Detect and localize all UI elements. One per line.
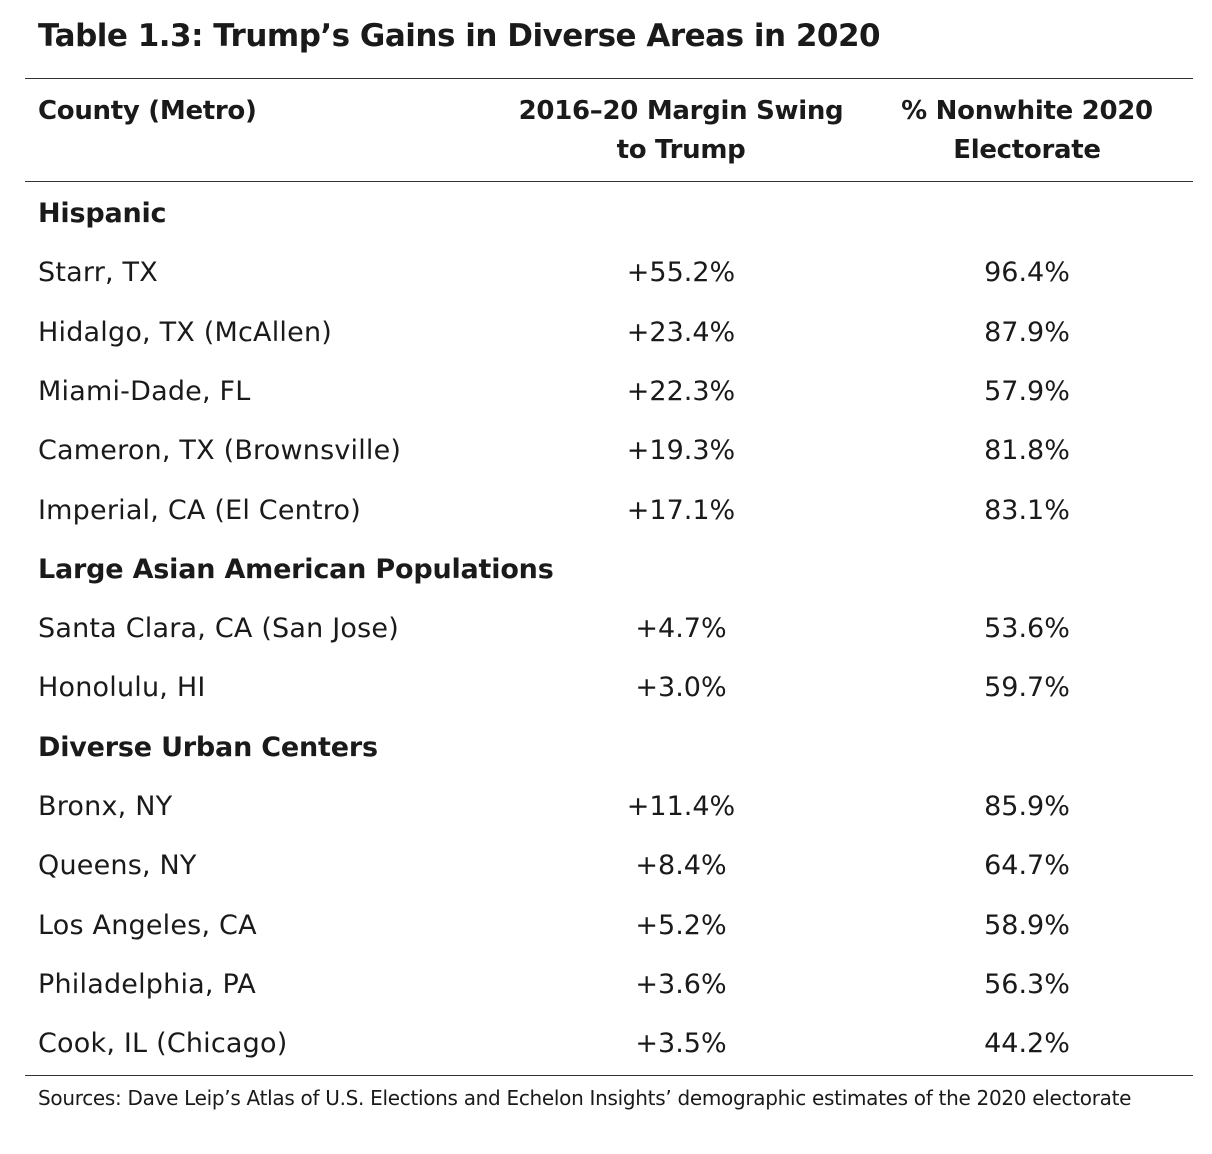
county-cell: Philadelphia, PA <box>38 968 256 1000</box>
source-note: Sources: Dave Leip’s Atlas of U.S. Elect… <box>38 1086 1132 1110</box>
table-row: Santa Clara, CA (San Jose) +4.7% 53.6% <box>0 599 1212 658</box>
nonwhite-cell: 57.9% <box>984 375 1070 407</box>
table-row: Starr, TX +55.2% 96.4% <box>0 243 1212 302</box>
swing-cell: +19.3% <box>626 435 736 467</box>
swing-cell: +17.1% <box>626 494 736 526</box>
bottom-rule <box>25 1075 1193 1076</box>
swing-cell: +3.0% <box>635 672 727 704</box>
table-title: Table 1.3: Trump’s Gains in Diverse Area… <box>38 18 881 54</box>
swing-cell: +8.4% <box>635 850 727 882</box>
table-row: Queens, NY +8.4% 64.7% <box>0 836 1212 895</box>
nonwhite-cell: 64.7% <box>984 850 1070 882</box>
nonwhite-cell: 81.8% <box>984 435 1070 467</box>
nonwhite-cell: 44.2% <box>984 1028 1070 1060</box>
county-cell: Hidalgo, TX (McAllen) <box>38 316 332 348</box>
table-row: Cameron, TX (Brownsville) +19.3% 81.8% <box>0 421 1212 480</box>
table-row: Honolulu, HI +3.0% 59.7% <box>0 658 1212 717</box>
table-row: Los Angeles, CA +5.2% 58.9% <box>0 896 1212 955</box>
swing-cell: +3.5% <box>635 1028 727 1060</box>
county-cell: Santa Clara, CA (San Jose) <box>38 613 399 645</box>
column-header-swing: 2016–20 Margin Swing to Trump <box>506 92 856 170</box>
column-header-county-label: County (Metro) <box>38 96 257 126</box>
column-header-swing-line1: 2016–20 Margin Swing <box>518 96 844 126</box>
nonwhite-cell: 53.6% <box>984 613 1070 645</box>
nonwhite-cell: 85.9% <box>984 791 1070 822</box>
county-cell: Queens, NY <box>38 850 197 882</box>
table-row: Cook, IL (Chicago) +3.5% 44.2% <box>0 1014 1212 1073</box>
county-cell: Bronx, NY <box>38 791 173 822</box>
swing-cell: +23.4% <box>626 316 736 348</box>
top-rule <box>25 78 1193 79</box>
swing-cell: +22.3% <box>626 375 736 407</box>
header-rule <box>25 181 1193 182</box>
county-cell: Los Angeles, CA <box>38 909 257 941</box>
county-cell: Imperial, CA (El Centro) <box>38 494 361 526</box>
nonwhite-cell: 58.9% <box>984 909 1070 941</box>
section-heading: Large Asian American Populations <box>38 553 554 585</box>
table-row: Bronx, NY +11.4% 85.9% <box>0 777 1212 836</box>
column-header-swing-line2: to Trump <box>616 135 746 165</box>
swing-cell: +3.6% <box>635 968 727 1000</box>
swing-cell: +55.2% <box>626 257 736 289</box>
county-cell: Starr, TX <box>38 257 158 289</box>
nonwhite-cell: 96.4% <box>984 257 1070 289</box>
swing-cell: +11.4% <box>626 791 736 822</box>
column-header-county: County (Metro) <box>38 92 257 131</box>
table-row: Imperial, CA (El Centro) +17.1% 83.1% <box>0 481 1212 540</box>
table-row: Hidalgo, TX (McAllen) +23.4% 87.9% <box>0 303 1212 362</box>
county-cell: Honolulu, HI <box>38 672 206 704</box>
nonwhite-cell: 59.7% <box>984 672 1070 704</box>
county-cell: Cameron, TX (Brownsville) <box>38 435 402 467</box>
table-row: Miami-Dade, FL +22.3% 57.9% <box>0 362 1212 421</box>
nonwhite-cell: 56.3% <box>984 968 1070 1000</box>
county-cell: Cook, IL (Chicago) <box>38 1028 288 1060</box>
swing-cell: +5.2% <box>635 909 727 941</box>
section-heading: Diverse Urban Centers <box>38 731 378 763</box>
swing-cell: +4.7% <box>635 613 727 645</box>
table-row: Philadelphia, PA +3.6% 56.3% <box>0 955 1212 1014</box>
section-heading: Hispanic <box>38 198 167 229</box>
column-header-nonwhite-line1: % Nonwhite 2020 <box>901 96 1153 126</box>
column-header-nonwhite: % Nonwhite 2020 Electorate <box>860 92 1194 170</box>
county-cell: Miami-Dade, FL <box>38 375 251 407</box>
nonwhite-cell: 87.9% <box>984 316 1070 348</box>
column-header-nonwhite-line2: Electorate <box>953 135 1101 165</box>
nonwhite-cell: 83.1% <box>984 494 1070 526</box>
